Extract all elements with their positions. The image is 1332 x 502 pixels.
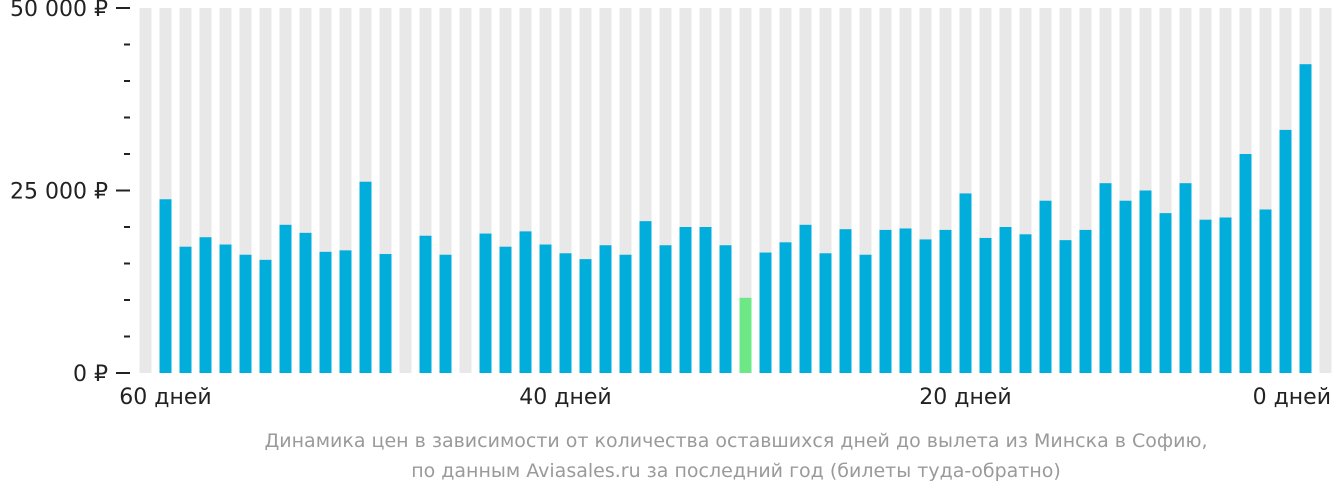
bar[interactable] <box>879 229 892 373</box>
bar[interactable] <box>1099 183 1112 373</box>
bar[interactable] <box>939 229 952 373</box>
bar[interactable] <box>779 242 792 373</box>
y-tick-label: 50 000 ₽ <box>10 0 108 22</box>
bar[interactable] <box>659 245 672 373</box>
bar[interactable] <box>699 227 712 373</box>
bar[interactable] <box>1139 190 1152 374</box>
bar[interactable] <box>259 259 272 373</box>
bar[interactable] <box>1039 200 1052 373</box>
x-tick-label: 0 дней <box>1253 385 1331 410</box>
x-tick-label: 40 дней <box>519 385 611 410</box>
bar[interactable] <box>1299 64 1312 374</box>
bar[interactable] <box>319 251 332 373</box>
y-tick-label: 0 ₽ <box>73 362 108 387</box>
bar[interactable] <box>379 254 392 373</box>
bar[interactable] <box>1019 234 1032 373</box>
bar[interactable] <box>1239 154 1252 373</box>
bar[interactable] <box>359 181 372 373</box>
bar[interactable] <box>979 237 992 373</box>
bar[interactable] <box>719 245 732 373</box>
bar[interactable] <box>799 224 812 373</box>
bar[interactable] <box>279 224 292 373</box>
bar[interactable] <box>479 233 492 373</box>
bar[interactable] <box>1059 240 1072 373</box>
bar[interactable] <box>499 246 512 373</box>
bar[interactable] <box>1279 129 1292 373</box>
bar[interactable] <box>439 254 452 373</box>
bar[interactable] <box>839 229 852 373</box>
bar[interactable] <box>1079 229 1092 373</box>
bar[interactable] <box>519 231 532 373</box>
chart-caption-line-1: Динамика цен в зависимости от количества… <box>264 430 1208 452</box>
price-dynamics-chart: 50 000 ₽ 25 000 ₽ 0 ₽ 60 дней 40 дней 20 дней… <box>10 0 1332 410</box>
bar[interactable] <box>1219 217 1232 373</box>
background-column <box>139 8 152 373</box>
bar[interactable] <box>339 250 352 373</box>
bar[interactable] <box>579 259 592 373</box>
bar[interactable] <box>639 221 652 373</box>
bar[interactable] <box>999 227 1012 373</box>
bar[interactable] <box>299 232 312 373</box>
bar[interactable] <box>239 254 252 373</box>
bar[interactable] <box>599 245 612 373</box>
x-tick-label: 60 дней <box>119 385 211 410</box>
bar[interactable] <box>559 253 572 373</box>
bar[interactable] <box>159 199 172 373</box>
bar-lowest-price[interactable] <box>739 297 752 373</box>
x-tick-label: 20 дней <box>919 385 1011 410</box>
bar[interactable] <box>419 235 432 373</box>
bar[interactable] <box>679 227 692 373</box>
bar[interactable] <box>1179 183 1192 373</box>
bar[interactable] <box>1259 209 1272 373</box>
bar[interactable] <box>859 254 872 373</box>
bar[interactable] <box>899 228 912 373</box>
bar[interactable] <box>759 252 772 373</box>
bar[interactable] <box>959 193 972 373</box>
bar[interactable] <box>619 254 632 373</box>
background-column <box>399 8 412 373</box>
bar[interactable] <box>1159 213 1172 373</box>
bar[interactable] <box>819 253 832 373</box>
bar[interactable] <box>219 244 232 373</box>
background-column <box>459 8 472 373</box>
background-column <box>739 8 752 373</box>
bar[interactable] <box>1119 200 1132 373</box>
y-tick-label: 25 000 ₽ <box>10 180 108 205</box>
bar[interactable] <box>539 244 552 373</box>
bar[interactable] <box>919 239 932 373</box>
background-column <box>1319 8 1332 373</box>
bar[interactable] <box>1199 219 1212 373</box>
chart-caption-line-2: по данным Aviasales.ru за последний год … <box>411 460 1061 482</box>
bar[interactable] <box>179 246 192 373</box>
bar[interactable] <box>199 237 212 373</box>
